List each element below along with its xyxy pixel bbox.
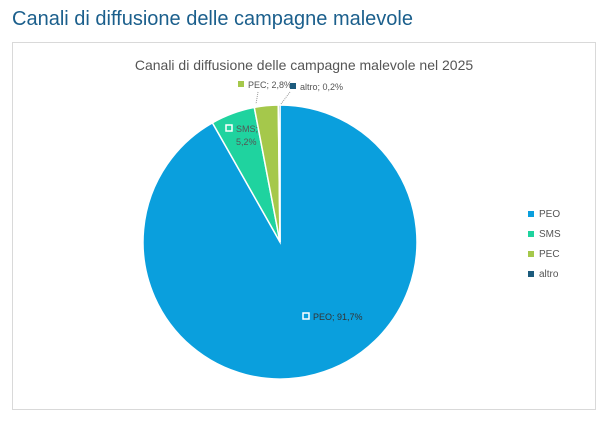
- leader-line: [280, 91, 291, 105]
- data-label-altro: altro; 0,2%: [300, 82, 343, 92]
- leader-line: [255, 91, 259, 105]
- legend-item-peo: PEO: [528, 204, 561, 224]
- label-marker: [290, 83, 296, 89]
- chart-area: Canali di diffusione delle campagne male…: [12, 42, 596, 410]
- legend-item-pec: PEC: [528, 244, 561, 264]
- legend: PEO SMS PEC altro: [528, 204, 561, 284]
- legend-item-sms: SMS: [528, 224, 561, 244]
- legend-label: SMS: [539, 228, 561, 240]
- legend-label: altro: [539, 268, 559, 280]
- pie-slice-altro: [277, 104, 281, 243]
- legend-swatch: [528, 231, 534, 237]
- label-marker: [302, 312, 310, 320]
- legend-swatch: [528, 211, 534, 217]
- label-marker: [238, 81, 244, 87]
- legend-swatch: [528, 251, 534, 257]
- label-marker: [225, 124, 233, 132]
- legend-swatch: [528, 271, 534, 277]
- page-title: Canali di diffusione delle campagne male…: [12, 8, 413, 30]
- chart-title: Canali di diffusione delle campagne male…: [134, 57, 474, 73]
- data-label-peo: PEO; 91,7%: [313, 312, 363, 322]
- data-label-sms: SMS; 5,2%: [236, 124, 258, 147]
- legend-item-altro: altro: [528, 264, 561, 284]
- legend-label: PEC: [539, 248, 560, 260]
- data-label-pec: PEC; 2,8%: [248, 80, 292, 90]
- legend-label: PEO: [539, 208, 561, 220]
